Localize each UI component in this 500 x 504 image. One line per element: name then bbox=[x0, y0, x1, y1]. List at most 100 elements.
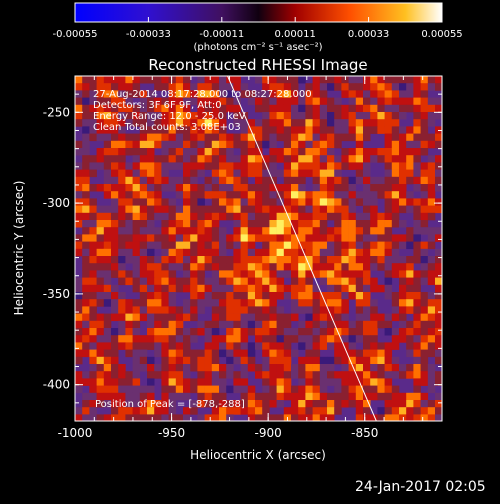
heatmap-cell bbox=[197, 292, 205, 300]
heatmap-cell bbox=[103, 155, 112, 163]
heatmap-cell bbox=[391, 140, 400, 149]
heatmap-cell bbox=[183, 76, 191, 84]
heatmap-cell bbox=[327, 191, 335, 199]
heatmap-cell bbox=[391, 306, 400, 314]
heatmap-cell bbox=[233, 191, 241, 199]
heatmap-cell bbox=[406, 241, 414, 250]
heatmap-cell bbox=[139, 400, 148, 408]
heatmap-cell bbox=[111, 263, 119, 271]
heatmap-cell bbox=[413, 371, 421, 379]
heatmap-cell bbox=[168, 220, 177, 228]
heatmap-cell bbox=[291, 349, 299, 358]
heatmap-cell bbox=[183, 104, 191, 113]
heatmap-cell bbox=[298, 76, 306, 84]
heatmap-cell bbox=[132, 220, 141, 228]
heatmap-cell bbox=[377, 126, 385, 134]
heatmap-cell bbox=[262, 97, 270, 106]
heatmap-cell bbox=[139, 155, 148, 163]
y-axis: -250-300-350-400 bbox=[43, 75, 442, 422]
heatmap-cell bbox=[276, 371, 285, 379]
heatmap-cell bbox=[197, 263, 205, 271]
heatmap-cell bbox=[363, 335, 371, 343]
heatmap-cell bbox=[312, 342, 321, 350]
heatmap-cell bbox=[420, 400, 429, 408]
heatmap-cell bbox=[219, 112, 227, 120]
heatmap-cell bbox=[183, 126, 191, 134]
heatmap-cell bbox=[211, 212, 220, 221]
heatmap-cell bbox=[312, 90, 321, 98]
heatmap-cell bbox=[211, 241, 220, 250]
heatmap-cell bbox=[240, 385, 249, 394]
heatmap-cell bbox=[183, 198, 191, 206]
heatmap-cell bbox=[377, 119, 385, 127]
heatmap-cell bbox=[111, 191, 119, 199]
heatmap-cell bbox=[435, 371, 442, 379]
heatmap-cell bbox=[161, 198, 169, 206]
heatmap-cell bbox=[211, 356, 220, 365]
heatmap-cell bbox=[312, 385, 321, 394]
heatmap-cell bbox=[391, 414, 400, 421]
heatmap-cell bbox=[298, 284, 306, 293]
heatmap-cell bbox=[413, 414, 421, 421]
heatmap-cell bbox=[89, 284, 97, 293]
heatmap-cell bbox=[420, 356, 429, 365]
heatmap-cell bbox=[132, 76, 141, 84]
heatmap-cell bbox=[190, 248, 198, 257]
heatmap-cell bbox=[168, 385, 177, 394]
heatmap-cell bbox=[384, 320, 393, 329]
colorbar-tick-label: -0.00055 bbox=[53, 29, 98, 40]
colorbar-ticks: -0.00055 -0.00033 -0.00011 0.00011 0.00033 0.… bbox=[53, 17, 463, 40]
heatmap-cell bbox=[255, 335, 263, 343]
heatmap-cell bbox=[139, 234, 148, 242]
heatmap-cell bbox=[269, 320, 277, 329]
heatmap-cell bbox=[276, 220, 285, 228]
heatmap-cell bbox=[226, 277, 234, 286]
heatmap-cell bbox=[427, 83, 436, 91]
heatmap-cell bbox=[190, 400, 198, 408]
heatmap-cell bbox=[413, 385, 421, 394]
heatmap-cell bbox=[413, 220, 421, 228]
heatmap-cell bbox=[391, 400, 400, 408]
heatmap-cell bbox=[175, 342, 184, 350]
heatmap-cell bbox=[111, 407, 119, 415]
heatmap-cell bbox=[406, 284, 414, 293]
heatmap-cell bbox=[111, 126, 119, 134]
heatmap-cell bbox=[435, 256, 442, 264]
heatmap-cell bbox=[75, 378, 83, 386]
heatmap-cell bbox=[348, 378, 357, 386]
heatmap-cell bbox=[391, 198, 400, 206]
heatmap-cell bbox=[132, 407, 141, 415]
heatmap-cell bbox=[427, 176, 436, 185]
heatmap-cell bbox=[197, 112, 205, 120]
heatmap-cell bbox=[391, 104, 400, 113]
heatmap-cell bbox=[283, 169, 292, 178]
heatmap-cell bbox=[190, 119, 198, 127]
heatmap-cell bbox=[283, 407, 292, 415]
heatmap-cell bbox=[168, 184, 177, 192]
heatmap-cell bbox=[406, 292, 414, 300]
heatmap-cell bbox=[399, 104, 407, 113]
heatmap-cell bbox=[341, 277, 349, 286]
heatmap-cell bbox=[377, 378, 385, 386]
heatmap-cell bbox=[175, 90, 184, 98]
heatmap-cell bbox=[197, 241, 205, 250]
heatmap-cell bbox=[75, 414, 83, 421]
heatmap-cell bbox=[183, 306, 191, 314]
heatmap-cell bbox=[132, 198, 141, 206]
heatmap-cell bbox=[190, 313, 198, 322]
heatmap-cell bbox=[111, 169, 119, 178]
heatmap-cell bbox=[370, 248, 378, 257]
heatmap-cell bbox=[341, 320, 349, 329]
heatmap-cell bbox=[219, 140, 227, 149]
heatmap-cell bbox=[262, 342, 270, 350]
heatmap-cell bbox=[75, 385, 83, 394]
heatmap-cell bbox=[420, 212, 429, 221]
heatmap-cell bbox=[240, 371, 249, 379]
heatmap-cell bbox=[168, 212, 177, 221]
heatmap-cell bbox=[154, 349, 162, 358]
heatmap-cell bbox=[363, 212, 371, 221]
heatmap-cell bbox=[262, 220, 270, 228]
heatmap-cell bbox=[276, 263, 285, 271]
heatmap-cell bbox=[276, 378, 285, 386]
heatmap-cell bbox=[427, 227, 436, 235]
